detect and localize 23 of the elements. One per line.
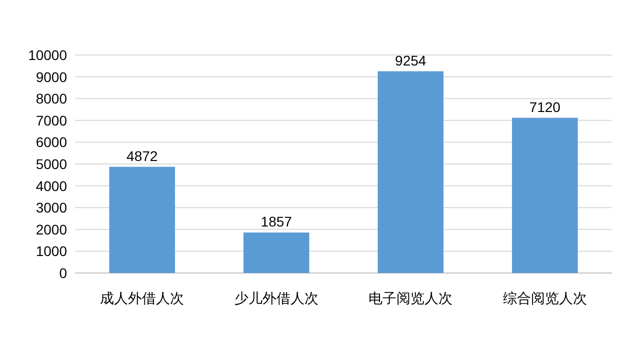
data-label: 7120 [529, 98, 561, 115]
y-tick-label: 0 [59, 265, 68, 281]
y-tick-label: 2000 [36, 221, 68, 238]
bar [378, 71, 444, 273]
bar [109, 166, 176, 273]
y-tick-label: 6000 [36, 134, 68, 150]
y-tick-label: 8000 [36, 90, 68, 107]
y-tick-label: 4000 [36, 178, 68, 194]
data-label: 9254 [395, 52, 426, 68]
y-tick-label: 10000 [28, 47, 68, 63]
x-tick-label: 成人外借人次 [100, 290, 184, 306]
data-label: 4872 [126, 148, 158, 164]
y-tick-label: 7000 [36, 112, 68, 128]
bar [512, 118, 578, 273]
bar [243, 232, 310, 273]
x-tick-label: 少儿外借人次 [234, 290, 318, 306]
y-tick-label: 9000 [36, 68, 68, 85]
data-label: 1857 [260, 214, 292, 230]
y-tick-label: 5000 [36, 156, 68, 172]
x-tick-label: 综合阅览人次 [502, 290, 587, 306]
y-tick-label: 3000 [36, 200, 68, 216]
x-tick-label: 电子阅览人次 [368, 290, 453, 306]
y-tick-label: 1000 [36, 243, 68, 260]
